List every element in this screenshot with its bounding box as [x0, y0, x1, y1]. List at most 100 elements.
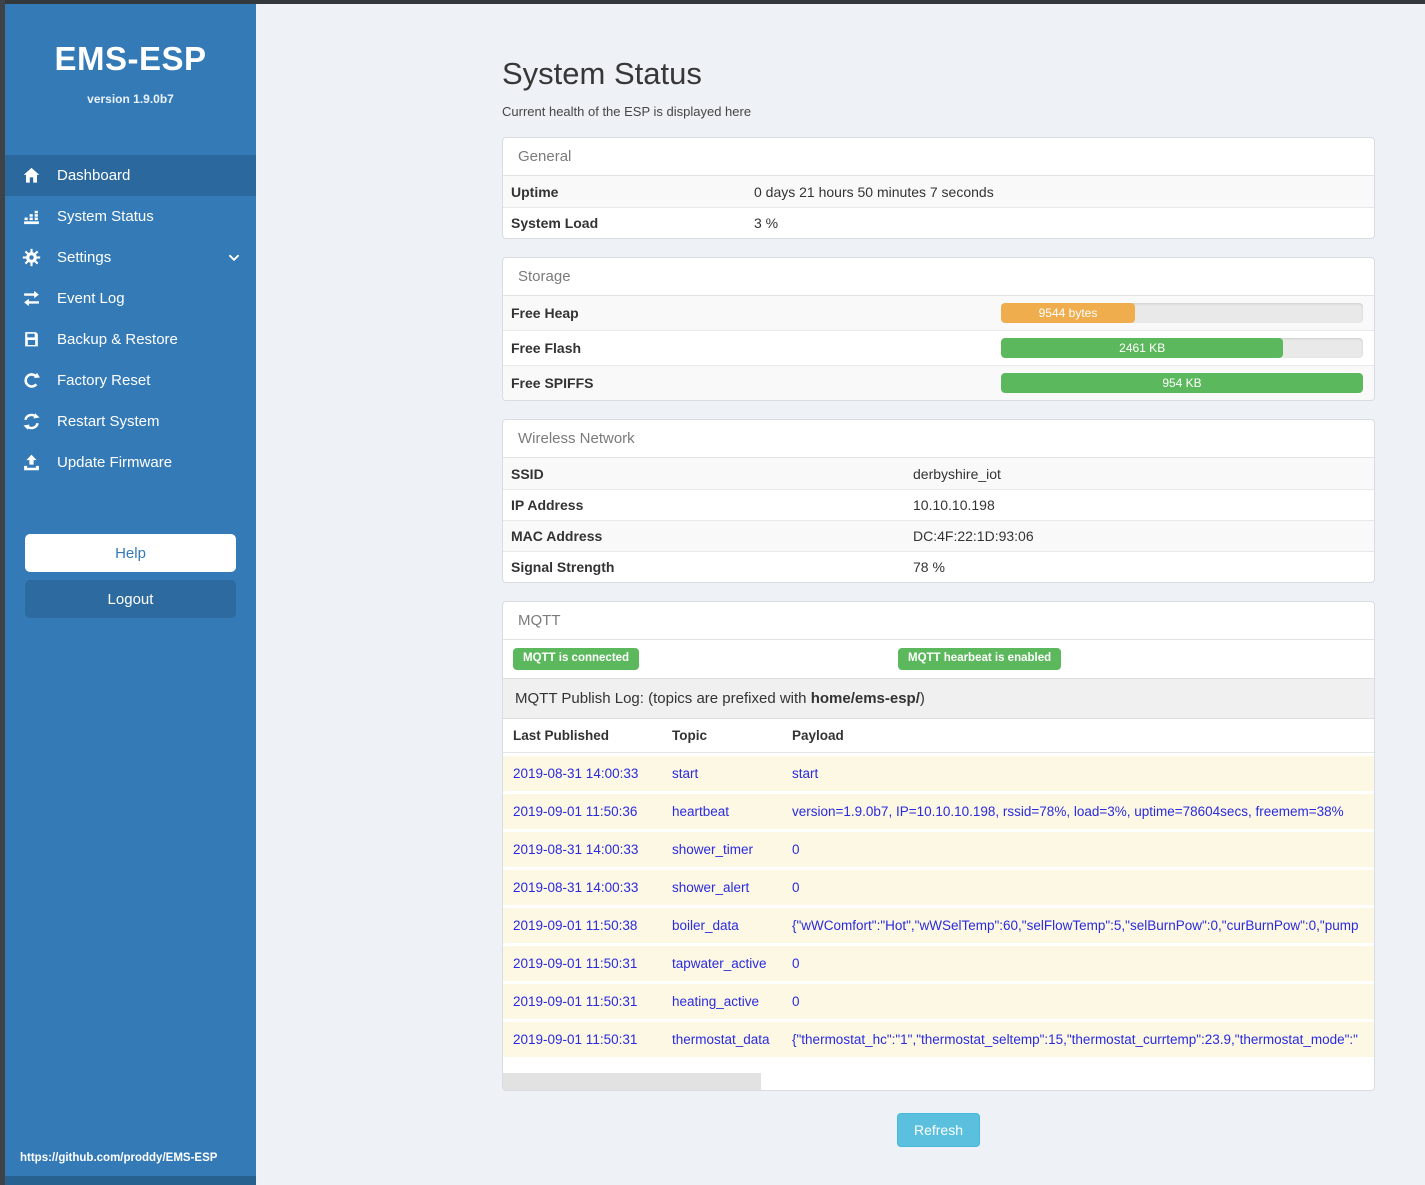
row-label: IP Address — [511, 497, 584, 513]
sidebar-bottom-strip — [5, 1176, 256, 1185]
free-heap-progress-bar: 9544 bytes — [1001, 303, 1135, 323]
log-topic: start — [672, 766, 699, 781]
log-time: 2019-09-01 11:50:31 — [513, 1032, 638, 1047]
restart-icon — [22, 412, 41, 431]
sidebar-item-label: Update Firmware — [57, 454, 173, 471]
row-label: SSID — [511, 465, 544, 482]
horizontal-scrollbar-thumb[interactable] — [503, 1073, 761, 1090]
status-row: SSID derbyshire_iot — [503, 458, 1374, 489]
chevron-down-icon — [226, 250, 242, 266]
log-row: 2019-08-31 14:00:33 start start — [503, 756, 1374, 791]
row-value: 10.10.10.198 — [913, 497, 995, 513]
log-payload: version=1.9.0b7, IP=10.10.10.198, rssid=… — [792, 804, 1344, 819]
publish-log-topic-prefix: home/ems-esp/ — [810, 690, 920, 707]
row-label: System Load — [511, 215, 599, 231]
log-row: 2019-09-01 11:50:38 boiler_data {"wWComfor… — [503, 905, 1374, 943]
storage-heading: Storage — [503, 258, 1374, 296]
save-icon — [22, 330, 41, 349]
publish-log-suffix: ) — [919, 690, 925, 707]
github-link[interactable]: https://github.com/proddy/EMS-ESP — [20, 1152, 218, 1164]
sidebar-item-settings[interactable]: Settings — [5, 237, 256, 278]
free-spiffs-progress-track: 954 KB — [1001, 373, 1363, 393]
log-topic: tapwater_active — [672, 956, 767, 971]
sidebar-item-label: Event Log — [57, 290, 125, 307]
sidebar-item-label: Restart System — [57, 413, 160, 430]
page-title: System Status — [502, 56, 702, 91]
storage-rows: Free Heap 9544 bytes Free Flash 2461 KB Free… — [503, 296, 1374, 400]
publish-log-prefix: MQTT Publish Log: (topics are prefixed w… — [515, 690, 811, 707]
log-row: 2019-08-31 14:00:33 shower_timer 0 — [503, 829, 1374, 867]
log-time: 2019-08-31 14:00:33 — [513, 766, 639, 781]
log-time: 2019-09-01 11:50:36 — [513, 804, 638, 819]
log-payload: 0 — [792, 994, 800, 1009]
log-payload: 0 — [792, 880, 800, 895]
row-value: 3 % — [754, 215, 779, 231]
log-time: 2019-09-01 11:50:38 — [513, 918, 638, 933]
general-heading: General — [503, 138, 1374, 176]
help-button[interactable]: Help — [25, 534, 236, 572]
status-row: Free SPIFFS 954 KB — [503, 365, 1374, 400]
logout-button[interactable]: Logout — [25, 580, 236, 618]
sidebar-item-event-log[interactable]: Event Log — [5, 278, 256, 319]
status-row: MAC Address DC:4F:22:1D:93:06 — [503, 520, 1374, 551]
sidebar-item-factory-reset[interactable]: Factory Reset — [5, 360, 256, 401]
panel-mqtt: MQTT MQTT is connected MQTT hearbeat is … — [502, 601, 1375, 1091]
log-time: 2019-08-31 14:00:33 — [513, 880, 639, 895]
mqtt-heartbeat-badge: MQTT hearbeat is enabled — [898, 648, 1062, 670]
log-payload: {"thermostat_hc":"1","thermostat_seltemp… — [792, 1032, 1358, 1047]
sidebar-item-label: Settings — [57, 249, 112, 266]
row-value: derbyshire_iot — [913, 465, 1001, 482]
mqtt-status-row: MQTT is connected MQTT hearbeat is enabl… — [503, 640, 1374, 678]
refresh-button-row: Refresh — [502, 1113, 1375, 1147]
sidebar-item-restart-system[interactable]: Restart System — [5, 401, 256, 442]
row-value: 0 days 21 hours 50 minutes 7 seconds — [754, 183, 994, 200]
page-subtitle: Current health of the ESP is displayed h… — [502, 104, 752, 119]
log-topic: heating_active — [672, 994, 760, 1009]
sidebar-item-dashboard[interactable]: Dashboard — [5, 155, 256, 196]
table-bottom-space — [503, 1057, 1374, 1073]
row-label: MAC Address — [511, 528, 603, 544]
row-label: Free SPIFFS — [511, 375, 594, 391]
sidebar: EMS-ESP version 1.9.0b7 Dashboard System … — [5, 4, 256, 1176]
row-label: Free Heap — [511, 305, 579, 321]
window-left-edge — [0, 0, 5, 1185]
sidebar-item-label: Factory Reset — [57, 372, 151, 389]
log-time: 2019-09-01 11:50:31 — [513, 956, 638, 971]
header-topic: Topic — [672, 728, 707, 743]
row-value: DC:4F:22:1D:93:06 — [913, 528, 1034, 544]
free-flash-progress-track: 2461 KB — [1001, 338, 1363, 358]
status-row: System Load 3 % — [503, 207, 1374, 238]
sidebar-item-update-firmware[interactable]: Update Firmware — [5, 442, 256, 483]
log-row: 2019-09-01 11:50:36 heartbeat version=1.9.… — [503, 791, 1374, 829]
horizontal-scrollbar[interactable] — [503, 1073, 1374, 1090]
log-payload: 0 — [792, 956, 800, 971]
sidebar-item-label: System Status — [57, 208, 154, 225]
sidebar-item-label: Backup & Restore — [57, 331, 178, 348]
log-payload: {"wWComfort":"Hot","wWSelTemp":60,"selFl… — [792, 918, 1359, 933]
log-topic: boiler_data — [672, 918, 739, 933]
log-topic: shower_timer — [672, 842, 754, 857]
log-time: 2019-08-31 14:00:33 — [513, 842, 639, 857]
row-label: Signal Strength — [511, 559, 615, 575]
general-rows: Uptime 0 days 21 hours 50 minutes 7 secon… — [503, 176, 1374, 238]
sidebar-item-backup-restore[interactable]: Backup & Restore — [5, 319, 256, 360]
sidebar-item-system-status[interactable]: System Status — [5, 196, 256, 237]
header-last-published: Last Published — [513, 728, 610, 743]
row-label: Free Flash — [511, 340, 582, 356]
panel-wireless: Wireless Network SSID derbyshire_iot IP Ad… — [502, 419, 1375, 583]
refresh-button[interactable]: Refresh — [896, 1113, 981, 1147]
upload-icon — [22, 453, 41, 472]
log-time: 2019-09-01 11:50:31 — [513, 994, 638, 1009]
mqtt-connected-badge: MQTT is connected — [513, 648, 640, 670]
free-heap-progress-track: 9544 bytes — [1001, 303, 1363, 323]
log-topic: thermostat_data — [672, 1032, 770, 1047]
log-row: 2019-09-01 11:50:31 heating_active 0 — [503, 981, 1374, 1019]
mqtt-heading: MQTT — [503, 602, 1374, 640]
app-version: version 1.9.0b7 — [87, 92, 174, 106]
window-top-edge — [0, 0, 1425, 4]
status-row: Free Heap 9544 bytes — [503, 296, 1374, 330]
main-content: System Status Current health of the ESP … — [502, 56, 1375, 1147]
header-payload: Payload — [792, 728, 844, 743]
log-payload: 0 — [792, 842, 800, 857]
row-value: 78 % — [913, 559, 945, 575]
